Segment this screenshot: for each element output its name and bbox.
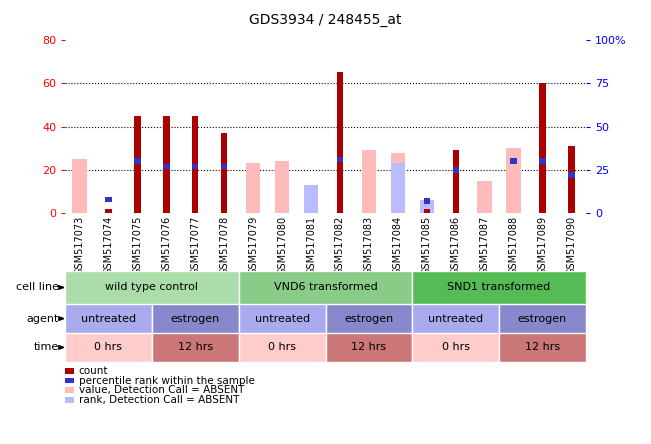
Bar	[275, 161, 289, 213]
Text: GSM517073: GSM517073	[75, 216, 85, 275]
Bar	[326, 333, 412, 362]
Bar	[152, 304, 239, 333]
Bar	[499, 304, 586, 333]
Text: 12 hrs: 12 hrs	[178, 342, 213, 353]
Text: SND1 transformed: SND1 transformed	[447, 282, 551, 293]
Text: GSM517085: GSM517085	[422, 216, 432, 275]
Bar	[452, 151, 459, 213]
Text: GSM517075: GSM517075	[132, 216, 143, 275]
Text: time: time	[33, 342, 59, 353]
Text: untreated: untreated	[255, 313, 310, 324]
Bar	[412, 333, 499, 362]
Bar	[391, 163, 405, 213]
Bar	[239, 304, 326, 333]
Text: GSM517079: GSM517079	[248, 216, 258, 275]
Bar	[105, 209, 112, 213]
Bar	[192, 116, 199, 213]
Text: GSM517082: GSM517082	[335, 216, 345, 275]
Text: GSM517090: GSM517090	[566, 216, 576, 275]
Bar	[72, 159, 87, 213]
Bar	[337, 72, 343, 213]
Text: estrogen: estrogen	[171, 313, 220, 324]
Text: count: count	[79, 366, 108, 376]
Bar	[246, 163, 260, 213]
Bar	[539, 83, 546, 213]
Bar	[105, 197, 112, 202]
Bar	[163, 116, 169, 213]
Text: GSM517088: GSM517088	[508, 216, 519, 275]
Bar	[134, 159, 141, 164]
Bar	[424, 209, 430, 213]
Bar	[65, 304, 152, 333]
Bar	[499, 333, 586, 362]
Text: agent: agent	[26, 313, 59, 324]
Bar	[239, 271, 412, 304]
Text: GSM517083: GSM517083	[364, 216, 374, 275]
Text: 0 hrs: 0 hrs	[441, 342, 470, 353]
Text: GSM517078: GSM517078	[219, 216, 229, 275]
Text: 0 hrs: 0 hrs	[268, 342, 296, 353]
Bar	[163, 164, 169, 169]
Bar	[65, 271, 239, 304]
Text: GSM517081: GSM517081	[306, 216, 316, 275]
Bar	[506, 148, 521, 213]
Text: estrogen: estrogen	[518, 313, 567, 324]
Text: GSM517076: GSM517076	[161, 216, 171, 275]
Text: GSM517089: GSM517089	[538, 216, 547, 275]
Text: percentile rank within the sample: percentile rank within the sample	[79, 376, 255, 385]
Bar	[221, 133, 227, 213]
Bar	[362, 151, 376, 213]
Bar	[152, 333, 239, 362]
Bar	[304, 191, 318, 213]
Text: GSM517086: GSM517086	[450, 216, 461, 275]
Bar	[391, 153, 405, 213]
Bar	[419, 200, 434, 213]
Bar	[568, 146, 575, 213]
Text: 12 hrs: 12 hrs	[352, 342, 387, 353]
Text: estrogen: estrogen	[344, 313, 393, 324]
Bar	[412, 304, 499, 333]
Bar	[65, 333, 152, 362]
Text: VND6 transformed: VND6 transformed	[273, 282, 378, 293]
Bar	[326, 304, 412, 333]
Bar	[239, 333, 326, 362]
Text: value, Detection Call = ABSENT: value, Detection Call = ABSENT	[79, 385, 244, 395]
Text: GSM517087: GSM517087	[480, 216, 490, 275]
Text: wild type control: wild type control	[105, 282, 199, 293]
Bar	[424, 198, 430, 204]
Bar	[539, 159, 546, 164]
Text: 0 hrs: 0 hrs	[94, 342, 122, 353]
Text: GSM517080: GSM517080	[277, 216, 287, 275]
Text: GDS3934 / 248455_at: GDS3934 / 248455_at	[249, 13, 402, 28]
Text: GSM517074: GSM517074	[104, 216, 113, 275]
Bar	[221, 164, 227, 169]
Bar	[412, 271, 586, 304]
Text: untreated: untreated	[81, 313, 136, 324]
Text: 12 hrs: 12 hrs	[525, 342, 560, 353]
Text: GSM517077: GSM517077	[190, 216, 201, 275]
Bar	[477, 181, 492, 213]
Bar	[337, 157, 343, 162]
Bar	[134, 116, 141, 213]
Bar	[568, 172, 575, 178]
Text: rank, Detection Call = ABSENT: rank, Detection Call = ABSENT	[79, 395, 239, 405]
Text: cell line: cell line	[16, 282, 59, 293]
Bar	[452, 167, 459, 173]
Text: untreated: untreated	[428, 313, 483, 324]
Bar	[192, 164, 199, 169]
Bar	[304, 185, 318, 213]
Bar	[510, 159, 517, 164]
Text: GSM517084: GSM517084	[393, 216, 403, 275]
